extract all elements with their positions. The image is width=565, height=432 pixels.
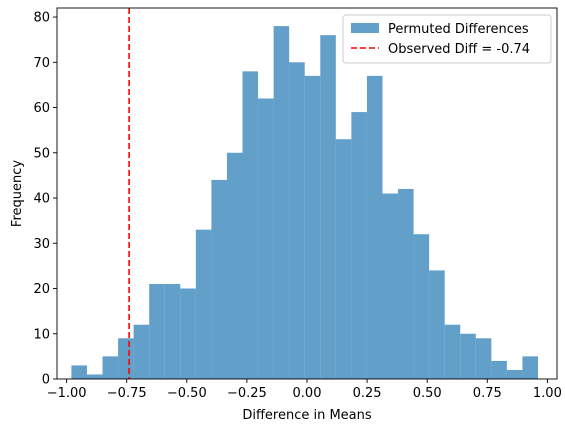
x-tick-label: 0.00 bbox=[293, 386, 322, 401]
x-tick-label: 0.50 bbox=[413, 386, 442, 401]
histogram-bar bbox=[258, 98, 274, 380]
histogram-bar bbox=[475, 338, 492, 379]
x-tick-label: −0.75 bbox=[107, 386, 147, 401]
histogram-bar bbox=[102, 356, 119, 379]
histogram-bar bbox=[429, 270, 445, 379]
x-tick-label: 0.75 bbox=[473, 386, 502, 401]
legend-patch-permuted bbox=[351, 23, 379, 33]
y-axis-label: Frequency bbox=[10, 160, 25, 227]
y-tick-label: 50 bbox=[33, 146, 50, 161]
x-axis-label: Difference in Means bbox=[242, 408, 372, 423]
y-tick-label: 0 bbox=[42, 373, 50, 388]
y-tick-label: 20 bbox=[33, 282, 50, 297]
histogram-bar bbox=[444, 324, 461, 379]
histogram-bar bbox=[320, 35, 336, 380]
histogram-bar bbox=[71, 365, 87, 379]
histogram-bar bbox=[273, 26, 290, 379]
histogram-bar bbox=[335, 139, 352, 379]
y-tick-label: 70 bbox=[33, 56, 50, 71]
x-tick-label: −0.25 bbox=[227, 386, 267, 401]
histogram-bar bbox=[86, 374, 103, 379]
histogram-bar bbox=[398, 188, 414, 379]
histogram-bar bbox=[164, 283, 181, 379]
histogram-bar bbox=[226, 152, 243, 379]
histogram-bar bbox=[242, 71, 259, 379]
x-tick-label: 1.00 bbox=[533, 386, 562, 401]
y-tick-label: 80 bbox=[33, 11, 50, 26]
x-tick-label: 0.25 bbox=[353, 386, 382, 401]
legend-label-observed: Observed Diff = -0.74 bbox=[388, 42, 530, 57]
y-tick-label: 30 bbox=[33, 237, 50, 252]
y-tick-label: 10 bbox=[33, 327, 50, 342]
histogram-bar bbox=[180, 288, 196, 379]
histogram-bar bbox=[118, 338, 134, 379]
y-axis-ticks: 0 10 20 30 40 50 60 70 80 bbox=[33, 11, 57, 388]
legend: Permuted Differences Observed Diff = -0.… bbox=[342, 14, 552, 64]
histogram-bar bbox=[460, 333, 476, 379]
histogram-bar bbox=[351, 112, 367, 379]
histogram-bar bbox=[413, 234, 430, 379]
y-tick-label: 40 bbox=[33, 192, 50, 207]
histogram-bar bbox=[289, 62, 305, 379]
histogram-bar bbox=[133, 324, 150, 379]
x-tick-label: −0.50 bbox=[167, 386, 207, 401]
histogram-bar bbox=[211, 179, 227, 379]
histogram-bars bbox=[71, 26, 539, 380]
histogram-bar bbox=[382, 193, 399, 379]
histogram-bar bbox=[149, 283, 165, 379]
histogram-bar bbox=[506, 369, 523, 379]
histogram-bar bbox=[366, 75, 383, 380]
legend-label-permuted: Permuted Differences bbox=[388, 22, 529, 37]
histogram-bar bbox=[491, 360, 507, 379]
histogram-bar bbox=[522, 356, 539, 379]
y-tick-label: 60 bbox=[33, 101, 50, 116]
histogram-bar bbox=[304, 75, 321, 380]
legend-box bbox=[342, 14, 552, 64]
x-axis-ticks: −1.00 −0.75 −0.50 −0.25 0.00 0.25 0.50 0.75 1.00 bbox=[47, 379, 562, 401]
x-tick-label: −1.00 bbox=[47, 386, 87, 401]
histogram-bar bbox=[195, 229, 212, 379]
